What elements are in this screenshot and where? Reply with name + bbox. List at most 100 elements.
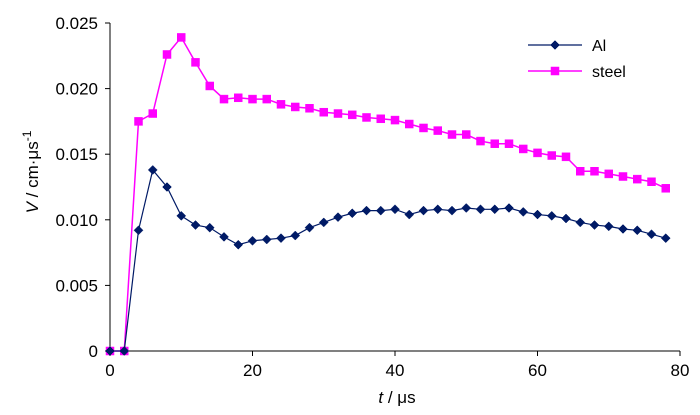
data-point-steel (162, 50, 172, 59)
data-point-steel (604, 169, 613, 179)
x-tick-label: 20 (243, 361, 262, 380)
y-tick-label: 0 (89, 342, 98, 361)
data-point-al (546, 211, 557, 221)
data-point-al (418, 205, 429, 216)
data-point-al (646, 229, 657, 240)
data-point-steel (234, 93, 243, 103)
data-point-al (233, 239, 244, 250)
data-point-al (347, 208, 358, 219)
x-tick-label: 40 (386, 361, 405, 380)
data-point-al (561, 213, 571, 224)
data-point-al (247, 235, 258, 246)
data-point-steel (333, 109, 343, 118)
data-point-al (489, 204, 500, 215)
x-axis-label: t / μs (378, 388, 415, 407)
data-point-steel (390, 115, 400, 125)
data-point-steel (576, 167, 585, 176)
data-point-al (133, 225, 144, 236)
y-axis-label: V / cm·μs-1 (20, 130, 42, 213)
data-point-steel (177, 33, 186, 42)
series-steel (105, 33, 670, 356)
data-point-steel (405, 119, 414, 129)
data-point-steel (248, 94, 257, 104)
legend: Al steel (528, 38, 626, 81)
data-point-al (375, 205, 386, 216)
data-point-al (261, 234, 272, 245)
data-point-steel (661, 184, 670, 193)
data-point-steel (476, 136, 485, 146)
data-point-steel (276, 100, 286, 109)
y-tick-label: 0.005 (55, 276, 98, 295)
data-point-al (290, 230, 301, 241)
data-point-steel (219, 94, 229, 104)
data-point-steel (362, 113, 371, 122)
series-line-steel (110, 36, 667, 352)
data-point-steel (519, 144, 528, 154)
data-point-steel (447, 130, 457, 139)
legend-label: steel (592, 64, 626, 81)
data-point-al (432, 204, 443, 215)
data-point-al (276, 233, 286, 244)
x-tick-label: 80 (671, 361, 690, 380)
data-point-steel (504, 139, 514, 148)
data-point-al (461, 203, 472, 213)
data-point-al (475, 204, 486, 215)
axes: 0 0.005 0.010 0.015 0.020 0.025 0 20 40 60 80 (55, 14, 689, 380)
y-tick-label: 0.010 (55, 211, 98, 230)
data-point-steel (376, 114, 385, 124)
data-point-steel (547, 151, 556, 160)
data-point-al (618, 224, 628, 234)
legend-label: Al (592, 38, 606, 55)
data-point-steel (533, 148, 542, 158)
data-point-al (532, 209, 543, 220)
data-point-steel (291, 102, 300, 112)
data-point-steel (205, 81, 214, 91)
series-layer (105, 33, 671, 356)
data-point-steel (419, 123, 428, 133)
data-point-al (162, 182, 172, 192)
data-point-al (589, 220, 600, 230)
data-point-al (190, 220, 201, 230)
data-point-al (176, 211, 187, 221)
y-tick-label: 0.020 (55, 80, 98, 99)
data-point-al (147, 165, 158, 175)
legend-entry-steel: steel (528, 64, 626, 81)
data-point-al (105, 346, 115, 356)
data-point-al (333, 212, 343, 223)
y-tick-label: 0.015 (55, 145, 98, 164)
x-tick-label: 60 (528, 361, 547, 380)
x-tick-label: 0 (105, 361, 114, 380)
data-point-al (390, 204, 400, 215)
data-point-al (504, 203, 514, 213)
data-point-steel (305, 104, 314, 113)
data-point-al (518, 207, 529, 217)
data-point-steel (262, 94, 271, 104)
series-al (105, 165, 671, 356)
data-point-steel (590, 167, 599, 176)
legend-marker (550, 66, 560, 76)
data-point-steel (462, 130, 471, 139)
data-point-al (219, 232, 229, 242)
data-point-al (204, 222, 215, 233)
data-point-al (660, 233, 671, 244)
data-point-steel (633, 174, 642, 184)
data-point-steel (561, 152, 571, 162)
data-point-al (318, 217, 329, 228)
data-point-al (304, 222, 315, 233)
data-point-steel (618, 172, 628, 181)
y-tick-label: 0.025 (55, 14, 98, 33)
data-point-steel (490, 139, 499, 148)
data-point-al (447, 205, 457, 216)
data-point-steel (148, 109, 157, 118)
data-point-steel (647, 177, 656, 187)
legend-entry-al: Al (528, 38, 606, 55)
legend-marker (550, 40, 560, 50)
data-point-al (603, 221, 614, 232)
series-line-al (110, 168, 666, 352)
data-point-al (119, 346, 130, 356)
data-point-steel (319, 107, 328, 117)
data-point-al (404, 209, 415, 220)
data-point-steel (433, 126, 442, 135)
data-point-steel (134, 117, 143, 126)
